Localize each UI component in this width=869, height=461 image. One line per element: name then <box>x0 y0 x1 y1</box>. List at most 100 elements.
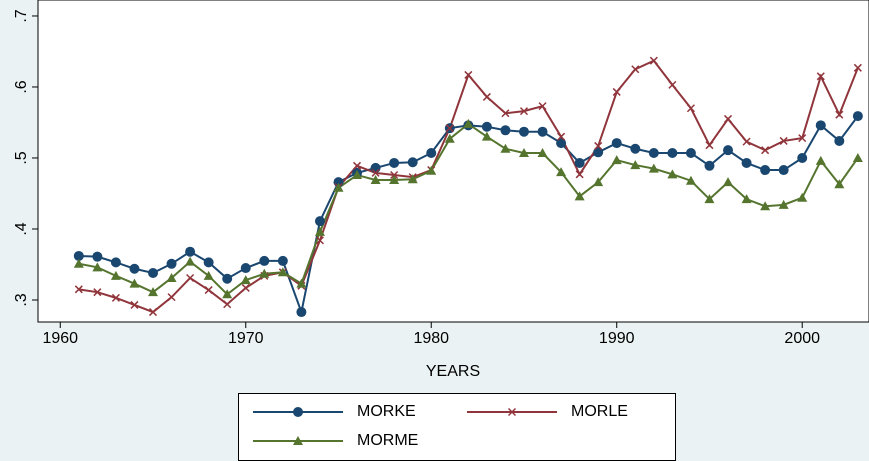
legend-label: MORKE <box>357 403 416 420</box>
point <box>797 192 808 202</box>
point <box>594 141 603 150</box>
point <box>223 300 232 309</box>
point <box>445 124 454 133</box>
point <box>148 268 159 279</box>
point <box>73 258 84 268</box>
point <box>185 256 196 266</box>
x-axis-label: YEARS <box>426 363 480 380</box>
point <box>612 87 621 96</box>
point <box>742 137 751 146</box>
point <box>778 199 789 209</box>
point <box>74 285 83 294</box>
point <box>537 148 548 158</box>
point <box>148 287 159 297</box>
point <box>760 165 771 176</box>
point <box>631 65 640 74</box>
point <box>761 146 770 155</box>
point <box>741 194 752 204</box>
point <box>426 148 437 159</box>
point <box>222 273 233 284</box>
point <box>185 246 196 257</box>
legend-label: MORME <box>357 432 418 449</box>
point <box>704 160 715 171</box>
point <box>648 148 659 159</box>
point <box>797 152 808 163</box>
point <box>835 110 844 119</box>
point <box>92 251 103 262</box>
point <box>259 268 270 278</box>
point <box>500 143 511 153</box>
point <box>593 177 604 187</box>
y-tick-label: .4 <box>13 222 30 235</box>
point <box>407 174 418 184</box>
point <box>241 283 250 292</box>
point <box>314 216 325 227</box>
point <box>481 121 492 132</box>
point <box>537 126 548 137</box>
point <box>815 120 826 131</box>
point <box>259 255 270 266</box>
point <box>111 293 120 302</box>
point <box>73 250 84 261</box>
y-tick-label: .7 <box>13 9 30 22</box>
point <box>574 157 585 168</box>
point <box>186 273 195 283</box>
point <box>296 278 307 288</box>
point <box>93 288 102 297</box>
point <box>538 102 547 111</box>
x-tick-label: 1970 <box>228 330 264 347</box>
point <box>426 165 437 175</box>
point <box>240 275 251 285</box>
point <box>130 300 139 309</box>
point <box>834 135 845 146</box>
x-tick-label: 1960 <box>42 330 78 347</box>
point <box>315 236 324 245</box>
point <box>575 170 584 179</box>
point <box>798 134 807 143</box>
point <box>518 126 529 137</box>
point <box>203 270 214 280</box>
point <box>834 179 845 189</box>
y-tick-label: .5 <box>13 151 30 164</box>
point <box>667 148 678 159</box>
point <box>686 104 695 113</box>
point <box>556 138 567 149</box>
point <box>110 270 121 280</box>
plot-area <box>37 0 869 323</box>
point <box>203 257 214 268</box>
point <box>556 167 567 177</box>
point <box>129 278 140 288</box>
point <box>482 92 491 101</box>
point <box>668 80 677 89</box>
point <box>167 293 176 302</box>
point <box>723 114 733 123</box>
point <box>352 170 363 180</box>
point <box>611 155 622 165</box>
point <box>630 143 641 154</box>
legend-marker <box>507 407 517 417</box>
point <box>852 152 863 162</box>
point <box>370 174 381 184</box>
y-tick-label: .3 <box>13 293 30 306</box>
point <box>723 145 734 156</box>
legend-marker <box>293 436 303 445</box>
point <box>852 111 863 122</box>
point <box>277 267 288 277</box>
legend <box>238 393 676 461</box>
point <box>557 132 566 141</box>
point <box>593 147 604 158</box>
point <box>314 226 325 236</box>
point <box>277 255 288 266</box>
point <box>741 157 752 168</box>
point <box>649 56 658 65</box>
point <box>815 155 826 165</box>
legend-label: MORLE <box>571 403 628 420</box>
point <box>779 136 788 145</box>
point <box>481 131 492 141</box>
point <box>407 157 418 168</box>
point <box>667 169 678 179</box>
point <box>370 162 381 173</box>
point <box>648 163 659 173</box>
point <box>685 148 696 159</box>
